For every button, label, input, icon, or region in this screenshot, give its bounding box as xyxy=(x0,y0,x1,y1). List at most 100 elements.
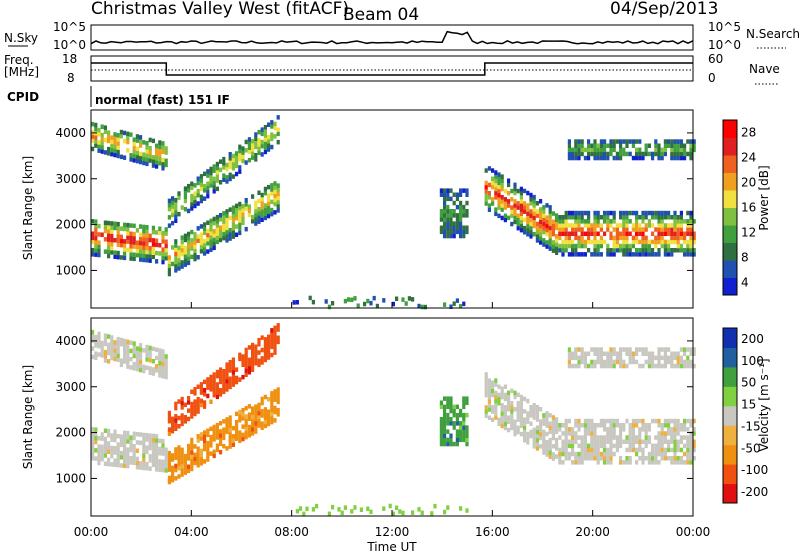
heatmap-cell xyxy=(148,441,152,447)
heatmap-cell xyxy=(564,435,568,440)
heatmap-cell xyxy=(167,463,171,468)
heatmap-cell xyxy=(519,194,523,200)
heatmap-cell xyxy=(158,373,162,378)
heatmap-cell xyxy=(574,147,578,153)
heatmap-cell xyxy=(145,245,149,251)
heatmap-cell xyxy=(209,231,213,236)
heatmap-cell xyxy=(161,141,165,146)
heatmap-cell xyxy=(596,155,600,161)
heatmap-cell xyxy=(657,143,661,148)
heatmap-cell xyxy=(212,384,216,390)
heatmap-cell xyxy=(545,415,549,420)
heatmap-cell xyxy=(455,429,459,434)
heatmap-cell xyxy=(215,239,219,245)
heatmap-cell xyxy=(558,227,562,232)
heatmap-cell xyxy=(625,223,629,228)
heatmap-cell xyxy=(596,143,600,148)
heatmap-cell xyxy=(497,392,501,398)
heatmap-cell xyxy=(583,456,587,461)
heatmap-cell xyxy=(455,421,459,426)
heatmap-cell xyxy=(628,252,632,257)
heatmap-cell xyxy=(263,141,267,146)
heatmap-cell xyxy=(689,351,693,356)
heatmap-cell xyxy=(97,127,101,133)
heatmap-cell xyxy=(670,359,674,365)
heatmap-cell xyxy=(452,233,456,239)
heatmap-cell xyxy=(273,393,277,398)
heatmap-cell xyxy=(503,425,507,431)
heatmap-cell xyxy=(225,179,229,184)
heatmap-cell xyxy=(574,347,578,352)
heatmap-cell xyxy=(235,155,239,160)
colorbar-segment xyxy=(723,464,737,485)
heatmap-cell xyxy=(343,298,347,304)
heatmap-cell xyxy=(212,388,216,394)
heatmap-cell xyxy=(654,460,658,465)
heatmap-cell xyxy=(596,215,600,220)
heatmap-cell xyxy=(225,175,229,180)
heatmap-cell xyxy=(174,401,178,407)
heatmap-cell xyxy=(599,359,603,365)
heatmap-cell xyxy=(203,230,207,236)
heatmap-cell xyxy=(615,227,619,232)
heatmap-cell xyxy=(103,220,107,225)
heatmap-cell xyxy=(686,139,690,144)
heatmap-cell xyxy=(113,238,117,243)
heatmap-cell xyxy=(161,447,165,452)
heatmap-cell xyxy=(574,215,578,220)
heatmap-cell xyxy=(238,434,242,439)
heatmap-cell xyxy=(273,389,277,394)
heatmap-cell xyxy=(609,151,613,157)
heatmap-cell xyxy=(231,369,235,375)
heatmap-cell xyxy=(94,135,98,140)
heatmap-cell xyxy=(231,425,235,431)
heatmap-cell xyxy=(372,295,376,301)
heatmap-cell xyxy=(139,257,143,262)
heatmap-cell xyxy=(635,460,639,465)
heatmap-cell xyxy=(209,399,213,404)
heatmap-cell xyxy=(679,223,683,228)
heatmap-cell xyxy=(590,231,594,236)
heatmap-cell xyxy=(484,180,488,186)
heatmap-cell xyxy=(151,454,155,459)
heatmap-cell xyxy=(155,450,159,456)
heatmap-cell xyxy=(523,225,527,231)
heatmap-cell xyxy=(273,185,277,190)
heatmap-cell xyxy=(574,231,578,236)
heatmap-cell xyxy=(651,231,655,236)
heatmap-cell xyxy=(638,252,642,257)
heatmap-cell xyxy=(676,231,680,236)
heatmap-cell xyxy=(465,508,469,513)
heatmap-cell xyxy=(91,146,95,152)
heatmap-cell xyxy=(599,451,603,457)
heatmap-cell xyxy=(107,134,111,140)
heatmap-cell xyxy=(567,363,571,369)
heatmap-cell xyxy=(273,134,277,139)
heatmap-cell xyxy=(145,357,149,362)
heatmap-cell xyxy=(199,232,203,237)
heatmap-cell xyxy=(596,355,600,361)
colorbar-segment xyxy=(723,366,737,387)
heatmap-cell xyxy=(260,396,264,402)
heatmap-cell xyxy=(113,152,117,158)
heatmap-cell xyxy=(164,251,168,257)
heatmap-cell xyxy=(596,147,600,153)
heatmap-cell xyxy=(516,221,520,227)
heatmap-cell xyxy=(545,431,549,437)
heatmap-cell xyxy=(519,219,523,225)
heatmap-cell xyxy=(167,475,171,481)
heatmap-cell xyxy=(167,450,171,456)
heatmap-cell xyxy=(209,235,213,240)
heatmap-cell xyxy=(446,412,450,418)
heatmap-cell xyxy=(228,415,232,420)
heatmap-cell xyxy=(638,427,642,432)
heatmap-cell xyxy=(209,247,213,252)
heatmap-cell xyxy=(603,239,607,245)
heatmap-cell xyxy=(494,186,498,192)
heatmap-cell xyxy=(631,243,635,249)
freq-trace xyxy=(91,62,693,76)
heatmap-cell xyxy=(689,155,693,161)
heatmap-cell xyxy=(231,213,235,219)
heatmap-cell xyxy=(417,507,421,512)
heatmap-cell xyxy=(567,427,571,432)
